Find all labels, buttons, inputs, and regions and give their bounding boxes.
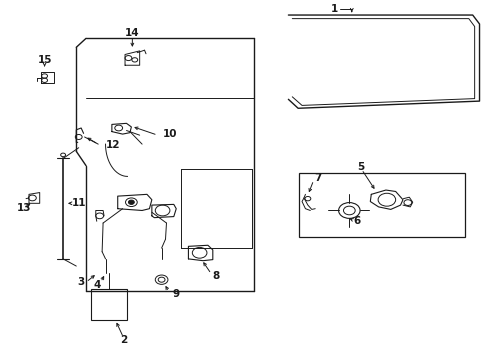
Text: 10: 10 [162, 129, 177, 139]
Text: 8: 8 [212, 271, 220, 281]
Text: 12: 12 [105, 140, 120, 150]
Bar [299, 173, 464, 237]
Text: 6: 6 [352, 216, 360, 226]
Text: 3: 3 [78, 277, 84, 287]
Text: 13: 13 [17, 203, 31, 213]
Text: 2: 2 [120, 335, 127, 345]
Text: 14: 14 [125, 28, 140, 38]
Text: 11: 11 [71, 198, 86, 208]
Text: 5: 5 [356, 162, 364, 172]
Text: 7: 7 [314, 173, 321, 183]
Text: 1: 1 [330, 4, 338, 14]
Circle shape [128, 200, 134, 204]
Bar [91, 289, 127, 320]
Text: 15: 15 [37, 55, 52, 65]
Text: 9: 9 [172, 289, 179, 299]
Text: 4: 4 [93, 280, 101, 290]
